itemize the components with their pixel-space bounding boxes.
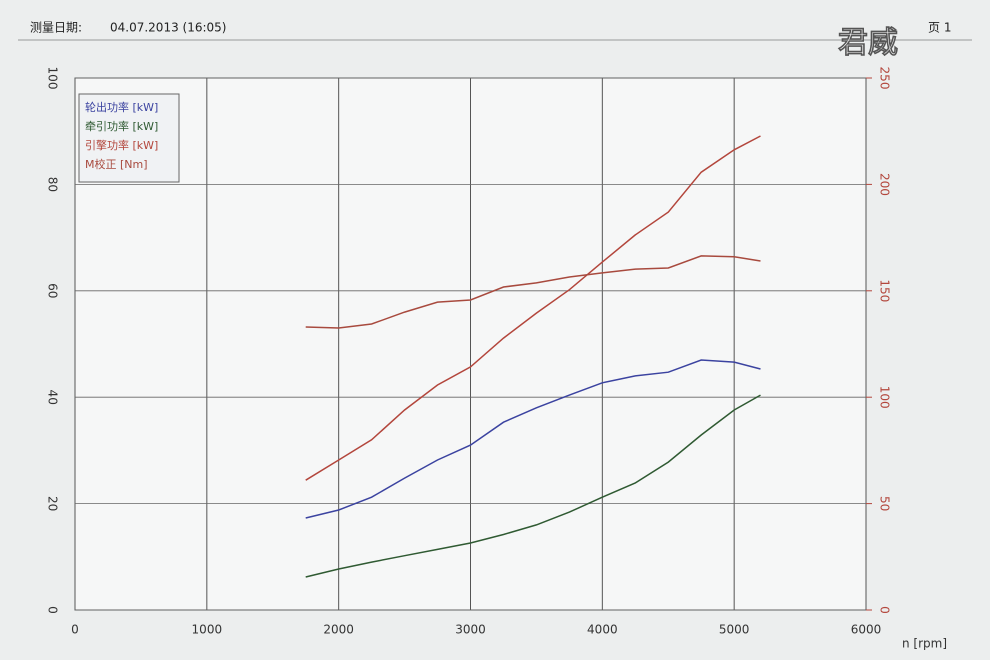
legend-label: M校正 [Nm] — [85, 157, 148, 171]
y2-tick-label: 50 — [878, 496, 892, 511]
series-line — [305, 135, 761, 481]
legend-label: 引擎功率 [kW] — [85, 138, 158, 152]
y-tick-label: 0 — [46, 606, 60, 614]
y2-tick-label: 200 — [878, 173, 892, 196]
date-label: 测量日期: — [30, 21, 82, 35]
x-tick-label: 1000 — [192, 623, 223, 637]
date: 04.07.2013 (16:05) — [110, 21, 226, 35]
series-line — [305, 394, 761, 578]
series-line — [305, 359, 761, 519]
y-tick-label: 100 — [46, 67, 60, 90]
x-tick-label: 2000 — [323, 623, 354, 637]
x-tick-label: 5000 — [719, 623, 750, 637]
x-axis-label: n [rpm] — [902, 637, 947, 651]
series-line — [305, 255, 761, 329]
y-tick-label: 20 — [46, 496, 60, 511]
x-tick-label: 4000 — [587, 623, 618, 637]
y2-tick-label: 0 — [878, 606, 892, 614]
x-tick-label: 3000 — [455, 623, 486, 637]
y2-tick-label: 150 — [878, 279, 892, 302]
x-tick-label: 0 — [71, 623, 79, 637]
y-tick-label: 40 — [46, 390, 60, 405]
legend-label: 轮出功率 [kW] — [85, 100, 158, 114]
watermark: 君威 — [838, 26, 898, 61]
page-number: 页 1 — [928, 21, 951, 35]
y-tick-label: 60 — [46, 283, 60, 298]
x-tick-label: 6000 — [851, 623, 882, 637]
y2-tick-label: 100 — [878, 386, 892, 409]
y-tick-label: 80 — [46, 177, 60, 192]
legend-label: 牵引功率 [kW] — [85, 119, 158, 133]
legend-box — [78, 93, 180, 183]
y2-tick-label: 250 — [878, 67, 892, 90]
